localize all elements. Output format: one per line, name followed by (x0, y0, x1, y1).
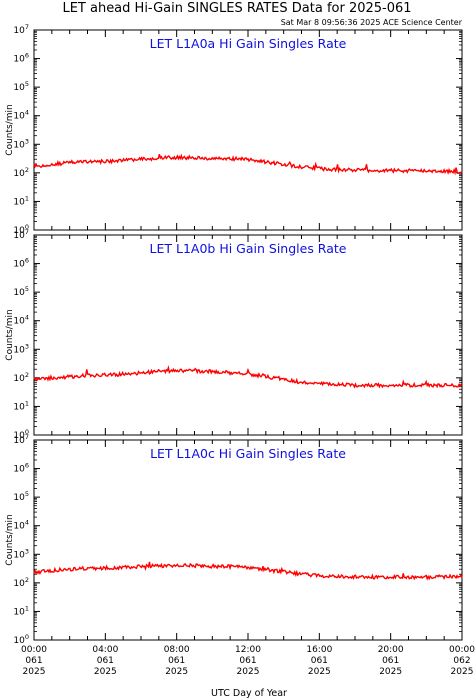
x-tick-label: 2025 (23, 667, 46, 677)
y-tick-label: 100 (13, 223, 29, 236)
y-tick-label: 104 (13, 109, 29, 122)
y-tick-label: 102 (13, 166, 29, 179)
plot-frame (33, 439, 463, 641)
timestamp: Sat Mar 8 09:56:36 2025 ACE Science Cent… (281, 18, 463, 27)
y-tick-label: 104 (13, 314, 29, 327)
x-tick-label: 061 (168, 656, 185, 666)
x-tick-label: 2025 (94, 667, 117, 677)
x-tick-label: 061 (311, 656, 328, 666)
series-line (33, 365, 463, 389)
y-tick-label: 103 (13, 342, 29, 355)
x-tick-label: 061 (97, 656, 114, 666)
y-tick-label: 105 (13, 490, 29, 503)
y-tick-label: 100 (13, 428, 29, 441)
x-tick-label: 061 (382, 656, 399, 666)
y-tick-label: 103 (13, 137, 29, 150)
x-tick-label: 00:00 (21, 645, 47, 655)
y-tick-label: 106 (13, 257, 29, 270)
y-axis-label: Counts/min (5, 104, 15, 155)
x-tick-label: 061 (25, 656, 42, 666)
x-tick-label: 12:00 (235, 645, 261, 655)
plot-frame (33, 29, 463, 231)
x-tick-label: 2025 (451, 667, 474, 677)
y-axis-label: Counts/min (5, 309, 15, 360)
x-tick-label: 2025 (308, 667, 331, 677)
x-tick-label: 061 (239, 656, 256, 666)
x-tick-label: 20:00 (378, 645, 404, 655)
x-tick-label: 062 (453, 656, 470, 666)
plot-frame (33, 234, 463, 436)
y-tick-label: 101 (13, 604, 29, 617)
y-tick-label: 100 (13, 633, 29, 646)
panel-title: LET L1A0b Hi Gain Singles Rate (150, 241, 347, 256)
y-tick-label: 104 (13, 519, 29, 532)
y-tick-label: 105 (13, 285, 29, 298)
chart-title: LET ahead Hi-Gain SINGLES RATES Data for… (62, 1, 411, 16)
y-tick-label: 103 (13, 547, 29, 560)
panel-title: LET L1A0a Hi Gain Singles Rate (150, 36, 347, 51)
x-tick-label: 08:00 (164, 645, 190, 655)
x-tick-label: 2025 (379, 667, 402, 677)
y-tick-label: 107 (13, 23, 29, 36)
y-tick-label: 106 (13, 462, 29, 475)
y-tick-label: 107 (13, 228, 29, 241)
series-line (33, 561, 463, 581)
y-tick-label: 101 (13, 399, 29, 412)
x-tick-label: 2025 (165, 667, 188, 677)
y-tick-label: 102 (13, 371, 29, 384)
x-axis-label: UTC Day of Year (211, 688, 287, 699)
panel-2: 100 101 102 103 104 105 106 107 Counts/min LET L1… (5, 228, 463, 441)
y-tick-label: 101 (13, 194, 29, 207)
y-tick-label: 107 (13, 433, 29, 446)
panels: 100 101 102 103 104 105 106 107 Counts/min LET L1… (5, 23, 475, 677)
series-line (33, 153, 463, 176)
y-tick-label: 106 (13, 52, 29, 65)
x-tick-label: 04:00 (92, 645, 118, 655)
y-tick-label: 105 (13, 80, 29, 93)
x-tick-label: 00:00 (449, 645, 475, 655)
panel-1: 100 101 102 103 104 105 106 107 Counts/min LET L1… (5, 23, 463, 236)
x-tick-label: 2025 (237, 667, 260, 677)
y-tick-label: 102 (13, 576, 29, 589)
x-tick-labels: 00:00061202504:00061202508:00061202512:0… (21, 645, 475, 677)
panel-3: 100 101 102 103 104 105 106 107 Counts/min LET L1… (5, 433, 463, 646)
panel-title: LET L1A0c Hi Gain Singles Rate (150, 446, 346, 461)
y-axis-label: Counts/min (5, 514, 15, 565)
x-tick-label: 16:00 (306, 645, 332, 655)
